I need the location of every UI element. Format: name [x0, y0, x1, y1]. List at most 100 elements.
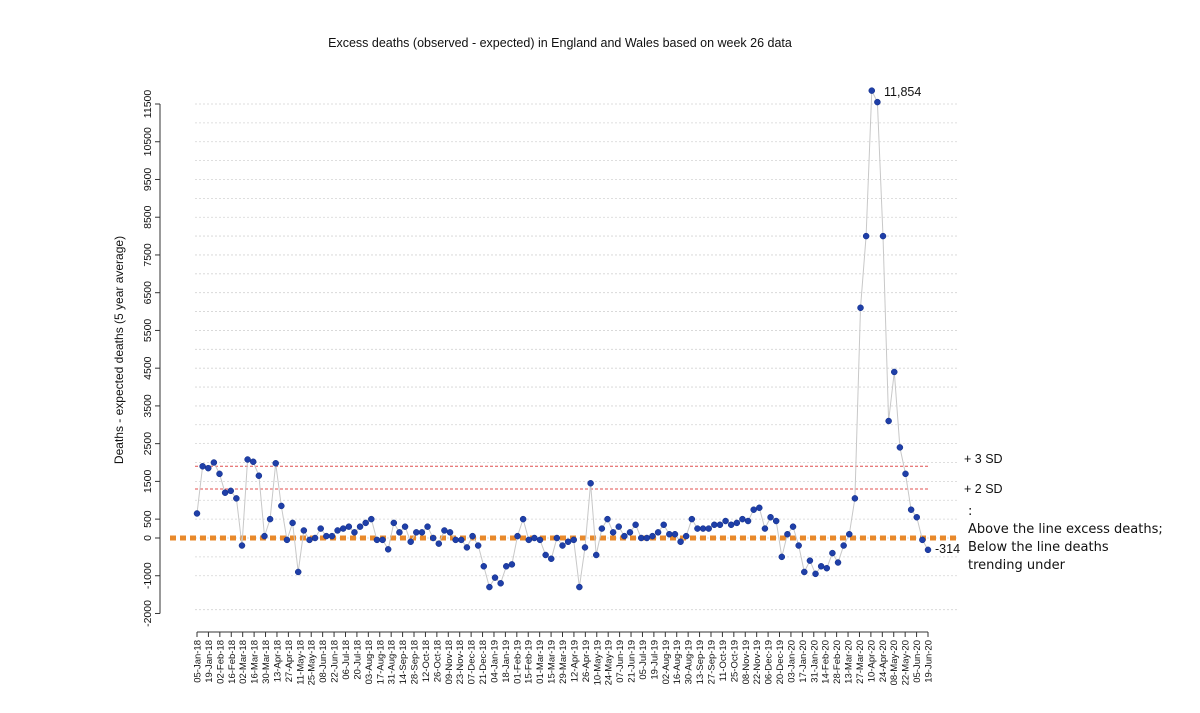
data-point: [486, 583, 493, 591]
data-point: [278, 502, 285, 510]
x-tick-label: 09-Nov-18: [444, 640, 455, 684]
data-point: [643, 534, 651, 542]
reference-lines: [170, 465, 957, 541]
data-point: [514, 532, 521, 540]
x-tick-label: 26-Apr-19: [581, 640, 592, 682]
data-point: [789, 523, 797, 530]
x-tick-label: 28-Feb-20: [832, 640, 843, 684]
data-point: [323, 532, 330, 540]
data-point: [806, 557, 814, 564]
data-point: [531, 534, 538, 542]
x-tick-label: 22-Nov-19: [752, 640, 763, 684]
data-point: [542, 551, 549, 559]
data-point: [339, 525, 347, 532]
data-point: [823, 564, 831, 572]
x-tick-label: 18-Jan-19: [501, 640, 512, 683]
x-tick-label: 03-Jan-20: [786, 640, 797, 683]
data-point: [244, 456, 251, 463]
x-tick-label: 03-Aug-18: [364, 640, 375, 684]
data-point: [671, 530, 679, 538]
data-point: [238, 542, 246, 549]
data-point: [266, 515, 274, 523]
data-point: [817, 563, 825, 570]
data-point: [767, 513, 774, 521]
data-point: [446, 529, 454, 536]
data-point: [722, 517, 729, 525]
y-tick-label: 1500: [142, 470, 154, 494]
x-tick-label: 25-May-18: [307, 640, 318, 685]
data-point: [424, 523, 431, 530]
data-point: [469, 532, 476, 540]
x-tick-label: 20-Dec-19: [775, 640, 786, 684]
data-point: [548, 555, 555, 563]
x-tick-label: 13-Mar-20: [844, 640, 855, 684]
y-tick-label: 10500: [142, 127, 154, 156]
data-point: [519, 515, 527, 523]
x-tick-label: 15-Mar-19: [547, 640, 558, 684]
x-tick-label: 02-Mar-18: [238, 640, 249, 684]
data-point: [919, 536, 926, 544]
data-point: [840, 542, 847, 549]
data-point: [328, 532, 336, 540]
y-axis-label: Deaths - expected deaths (5 year average…: [112, 236, 126, 464]
data-point: [452, 536, 459, 544]
data-point: [846, 530, 853, 538]
data-point: [604, 515, 611, 523]
y-tick-label: 3500: [142, 394, 154, 418]
x-tick-label: 17-Aug-18: [375, 640, 386, 684]
x-tick-label: 19-Jan-18: [204, 640, 215, 683]
data-point: [497, 580, 504, 587]
chart-title: Excess deaths (observed - expected) in E…: [328, 36, 792, 50]
data-point: [373, 536, 381, 544]
x-tick-label: 26-Oct-18: [432, 640, 443, 682]
last-value-label: -314: [935, 542, 960, 556]
x-tick-label: 07-Jun-19: [615, 640, 626, 683]
data-point: [784, 530, 791, 538]
data-point: [654, 529, 662, 536]
x-tick-label: 16-Feb-18: [227, 640, 238, 684]
data-point: [907, 506, 915, 513]
series-line: [196, 90, 929, 589]
y-tick-label: 7500: [142, 243, 154, 267]
x-tick-label: 12-Oct-18: [421, 640, 432, 682]
x-tick-label: 12-Apr-19: [569, 640, 580, 682]
data-point: [396, 529, 403, 536]
note-line-2: Below the line deaths: [968, 540, 1109, 555]
note-colon: :: [968, 504, 973, 519]
data-point: [525, 536, 533, 544]
x-tick-label: 02-Feb-18: [215, 640, 226, 684]
y-tick-label: 6500: [142, 281, 154, 305]
data-point: [221, 489, 229, 496]
data-point: [857, 304, 864, 312]
data-point: [559, 542, 566, 549]
ref-line-label-3sd: + 3 SD: [964, 452, 1003, 466]
x-tick-label: 28-Sep-18: [410, 640, 421, 684]
x-tick-label: 25-Oct-19: [729, 640, 740, 682]
data-point: [581, 544, 589, 551]
data-point: [474, 542, 482, 549]
y-tick-label: 500: [142, 510, 154, 528]
x-tick-label: 06-Jul-18: [341, 640, 352, 680]
data-point: [694, 525, 701, 532]
x-tick-label: 10-Apr-20: [866, 640, 877, 682]
data-point: [874, 98, 881, 106]
peak-value-label: 11,854: [884, 85, 921, 99]
data-point: [772, 517, 780, 525]
data-point: [491, 574, 499, 581]
data-point: [576, 583, 583, 591]
data-point: [761, 525, 769, 532]
data-point: [390, 519, 398, 527]
data-point: [609, 529, 617, 536]
x-tick-label: 11-May-18: [295, 640, 306, 685]
x-tick-label: 14-Sep-18: [398, 640, 409, 684]
ref-line-label-2sd: + 2 SD: [964, 482, 1003, 496]
data-point: [255, 472, 263, 479]
y-tick-label: 8500: [142, 205, 154, 229]
data-point: [705, 525, 712, 532]
x-tick-label: 22-Jun-18: [330, 640, 341, 683]
data-point: [711, 521, 718, 529]
data-point: [795, 542, 802, 549]
data-point: [379, 536, 386, 544]
y-tick-label: 2500: [142, 432, 154, 456]
